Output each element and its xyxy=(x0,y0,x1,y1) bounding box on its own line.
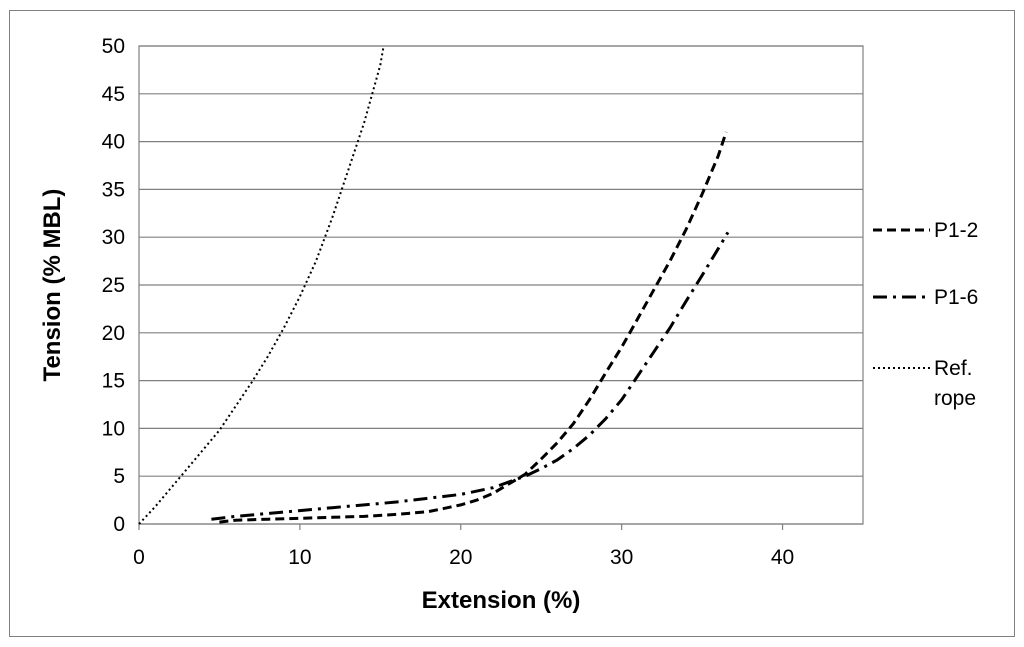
y-tick-label: 35 xyxy=(102,178,125,201)
chart-frame xyxy=(9,10,1015,637)
series-line-p1-6 xyxy=(211,231,730,521)
x-tick-label: 40 xyxy=(771,546,794,569)
series-lines xyxy=(138,45,730,525)
legend-label: Ref. rope xyxy=(934,357,976,410)
plot-area-border xyxy=(138,45,864,525)
y-tick-label: 25 xyxy=(102,274,125,297)
y-tick-label: 45 xyxy=(102,83,125,106)
y-tick-label: 5 xyxy=(113,465,125,488)
y-axis-ticks: 0 5 10 15 20 25 30 35 40 45 50 xyxy=(102,35,125,536)
x-tick-label: 30 xyxy=(610,546,633,569)
y-tick-label: 10 xyxy=(102,417,125,440)
y-tick-label: 50 xyxy=(102,35,125,58)
series-line-ref-rope xyxy=(138,45,385,525)
y-axis-title: Tension (% MBL) xyxy=(39,189,66,382)
y-tick-label: 30 xyxy=(102,226,125,249)
legend: P1-2 P1-6 Ref. rope xyxy=(873,219,978,410)
x-tick-label: 10 xyxy=(288,546,311,569)
y-tick-label: 0 xyxy=(113,513,125,536)
x-tick-label: 20 xyxy=(449,546,472,569)
series-line-p1-2 xyxy=(219,131,728,524)
x-axis-ticks: 0 10 20 30 40 xyxy=(133,524,794,569)
y-tick-label: 40 xyxy=(102,131,125,154)
y-tick-label: 15 xyxy=(102,370,125,393)
x-axis-title: Extension (%) xyxy=(422,587,581,614)
x-tick-label: 0 xyxy=(133,546,145,569)
legend-label: P1-6 xyxy=(934,286,978,309)
legend-label: P1-2 xyxy=(934,219,978,242)
y-tick-label: 20 xyxy=(102,322,125,345)
grid-lines xyxy=(139,45,863,525)
